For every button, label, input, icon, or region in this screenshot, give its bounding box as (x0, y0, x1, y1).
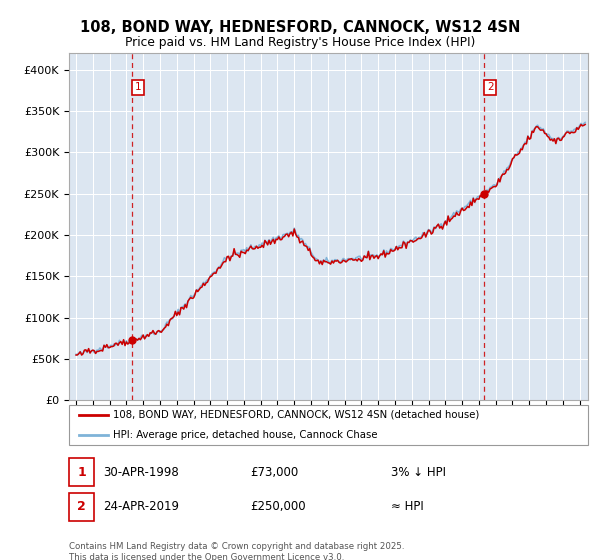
Text: HPI: Average price, detached house, Cannock Chase: HPI: Average price, detached house, Cann… (113, 430, 377, 440)
FancyBboxPatch shape (69, 458, 94, 487)
Text: £73,000: £73,000 (251, 466, 299, 479)
Text: 30-APR-1998: 30-APR-1998 (103, 466, 178, 479)
Text: £250,000: £250,000 (251, 500, 306, 514)
Text: Price paid vs. HM Land Registry's House Price Index (HPI): Price paid vs. HM Land Registry's House … (125, 36, 475, 49)
Text: 2: 2 (77, 500, 86, 514)
Text: 108, BOND WAY, HEDNESFORD, CANNOCK, WS12 4SN (detached house): 108, BOND WAY, HEDNESFORD, CANNOCK, WS12… (113, 410, 479, 420)
FancyBboxPatch shape (69, 493, 94, 521)
Text: 2: 2 (487, 82, 493, 92)
FancyBboxPatch shape (69, 405, 588, 445)
Text: 1: 1 (77, 466, 86, 479)
Text: 24-APR-2019: 24-APR-2019 (103, 500, 179, 514)
Text: Contains HM Land Registry data © Crown copyright and database right 2025.
This d: Contains HM Land Registry data © Crown c… (69, 542, 404, 560)
Text: 3% ↓ HPI: 3% ↓ HPI (391, 466, 446, 479)
Text: 108, BOND WAY, HEDNESFORD, CANNOCK, WS12 4SN: 108, BOND WAY, HEDNESFORD, CANNOCK, WS12… (80, 20, 520, 35)
Text: ≈ HPI: ≈ HPI (391, 500, 424, 514)
Text: 1: 1 (134, 82, 141, 92)
